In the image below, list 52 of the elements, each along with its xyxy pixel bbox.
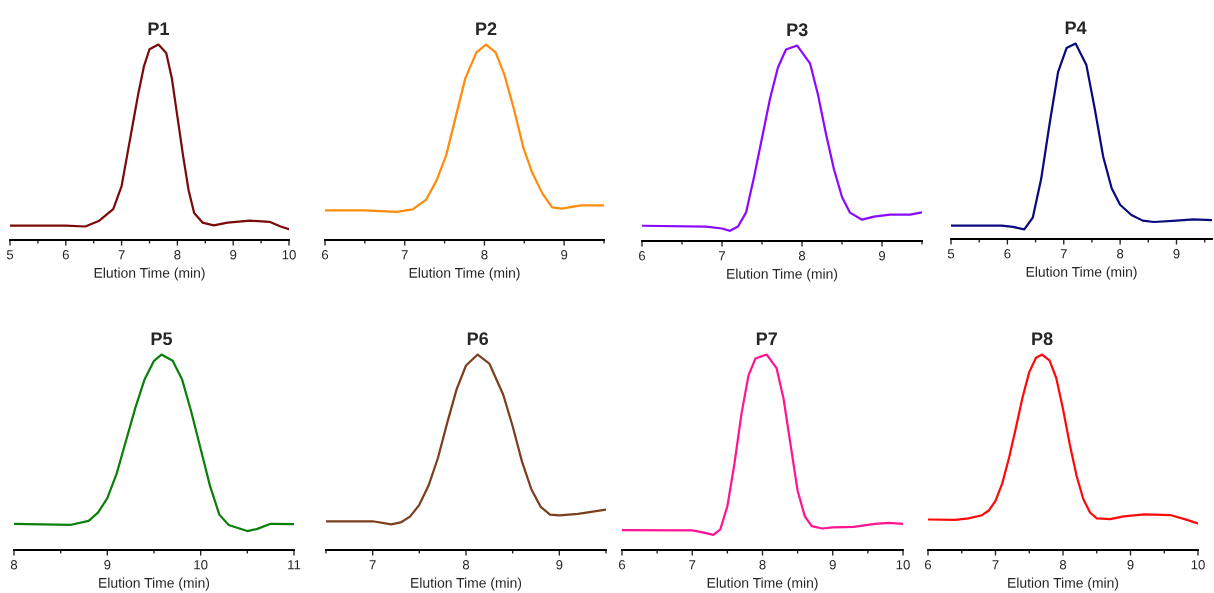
x-axis-title: Elution Time (min) xyxy=(727,268,838,282)
x-tick-label: 8 xyxy=(1117,249,1124,259)
x-tick-label: 9 xyxy=(561,250,568,260)
x-tick-label: 8 xyxy=(462,560,470,570)
x-tick-label: 9 xyxy=(556,560,563,570)
x-tick-label: 6 xyxy=(925,560,932,570)
x-tick-label: 7 xyxy=(118,250,125,260)
x-tick-label: 7 xyxy=(689,560,696,570)
x-tick-label: 7 xyxy=(369,560,376,570)
x-tick-label: 7 xyxy=(719,251,726,261)
chart-title: P4 xyxy=(1065,21,1087,34)
x-tick-label: 9 xyxy=(1127,560,1134,570)
x-tick-label: 7 xyxy=(1060,249,1067,259)
chart-title: P7 xyxy=(756,332,777,345)
x-tick-label: 7 xyxy=(401,250,408,260)
chart-title: P5 xyxy=(151,332,173,346)
x-tick-label: 9 xyxy=(878,251,886,261)
x-tick-label: 6 xyxy=(639,251,646,261)
chart-title: P3 xyxy=(787,23,808,37)
x-tick-label: 6 xyxy=(62,250,69,260)
x-tick-label: 10 xyxy=(194,560,208,570)
x-tick-label: 5 xyxy=(6,250,14,260)
x-axis-title: Elution Time (min) xyxy=(99,577,210,591)
x-tick-label: 8 xyxy=(10,560,18,570)
x-axis-title: Elution Time (min) xyxy=(1026,266,1137,280)
x-axis-title: Elution Time (min) xyxy=(1008,577,1119,591)
x-tick-label: 5 xyxy=(947,249,955,259)
x-axis-title: Elution Time (min) xyxy=(707,577,818,591)
x-tick-label: 11 xyxy=(288,560,301,570)
x-tick-label: 7 xyxy=(992,560,999,570)
x-tick-label: 10 xyxy=(1191,560,1205,570)
x-tick-label: 9 xyxy=(829,560,836,570)
x-axis-title: Elution Time (min) xyxy=(409,267,520,281)
chart-title: P1 xyxy=(148,22,169,35)
x-tick-label: 8 xyxy=(1059,560,1067,570)
x-axis-title: Elution Time (min) xyxy=(94,267,205,281)
x-tick-label: 10 xyxy=(282,250,296,260)
chart-title: P2 xyxy=(476,22,497,35)
x-tick-label: 6 xyxy=(322,250,329,260)
chart-title: P8 xyxy=(1032,332,1053,346)
x-tick-label: 8 xyxy=(798,251,806,261)
x-tick-label: 9 xyxy=(104,560,111,570)
x-tick-label: 8 xyxy=(481,250,488,260)
x-tick-label: 8 xyxy=(174,250,181,260)
x-tick-label: 10 xyxy=(896,560,910,570)
x-tick-label: 9 xyxy=(230,250,237,260)
chart-title: P6 xyxy=(467,332,489,346)
x-tick-label: 6 xyxy=(1004,249,1011,259)
x-tick-label: 9 xyxy=(1173,249,1180,259)
x-tick-label: 6 xyxy=(619,560,626,570)
x-axis-title: Elution Time (min) xyxy=(411,577,522,591)
x-tick-label: 8 xyxy=(759,560,766,570)
